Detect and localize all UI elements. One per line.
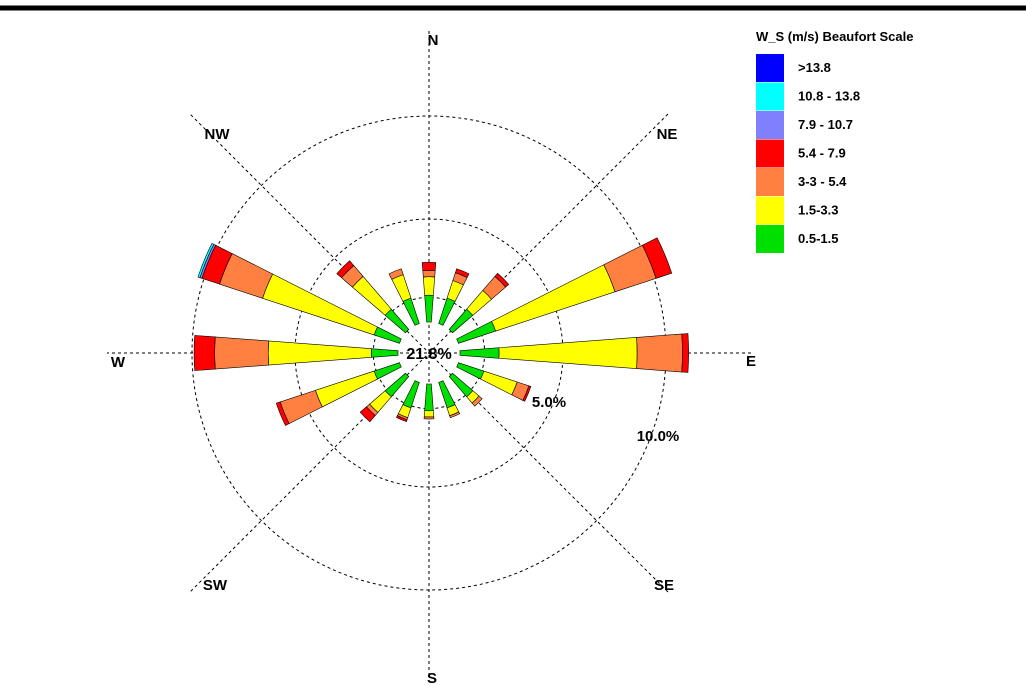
- petal-wnw-6: [197, 242, 215, 279]
- petal-sse-3: [449, 411, 461, 419]
- petal-nnw-2: [391, 274, 412, 302]
- petal-e-3: [636, 333, 683, 373]
- legend-title: W_S (m/s) Beaufort Scale: [756, 29, 914, 44]
- direction-label-sw: SW: [203, 577, 228, 594]
- legend-label: 10.8 - 13.8: [798, 89, 860, 104]
- petal-w-2: [267, 340, 372, 366]
- petal-nw-4: [336, 260, 355, 279]
- grid-axis: [189, 113, 669, 593]
- petal-se-1: [448, 372, 474, 398]
- petal-ne-4: [494, 272, 510, 288]
- direction-label-n: N: [428, 32, 439, 49]
- petal-nne-1: [438, 297, 456, 326]
- direction-label-w: W: [111, 354, 126, 371]
- petal-sw-4: [359, 406, 376, 423]
- legend-label: >13.8: [798, 60, 831, 75]
- petal-ene-2: [491, 264, 616, 332]
- petal-nw-1: [384, 308, 410, 334]
- petal-wsw-4: [275, 401, 290, 426]
- petal-n-4: [421, 261, 437, 272]
- petal-ese-1: [456, 362, 485, 380]
- petal-ese-4: [522, 385, 532, 402]
- petal-ssw-1: [402, 380, 420, 409]
- petal-sw-1: [384, 372, 410, 398]
- petal-e-2: [498, 337, 638, 369]
- petal-w-4: [193, 335, 216, 371]
- petal-ene-1: [456, 320, 497, 344]
- petal-n-3: [422, 270, 436, 278]
- petal-ssw-4: [396, 415, 408, 422]
- petal-w-3: [214, 336, 269, 370]
- center-label: 21.8%: [406, 346, 451, 363]
- petal-n-2: [422, 276, 436, 296]
- direction-label-se: SE: [654, 577, 674, 594]
- petal-n-1: [424, 294, 434, 323]
- legend-swatch: [756, 225, 784, 253]
- petal-wnw-1: [373, 326, 402, 344]
- petal-se-3: [471, 395, 483, 407]
- direction-label-s: S: [427, 670, 437, 687]
- legend-swatch: [756, 54, 784, 82]
- petal-sse-1: [438, 380, 456, 409]
- legend-swatch: [756, 139, 784, 168]
- legend-label: 1.5-3.3: [798, 203, 838, 218]
- direction-label-e: E: [746, 353, 756, 370]
- petal-s-2: [423, 410, 435, 418]
- legend-swatch: [756, 196, 784, 225]
- petal-s-1: [424, 383, 434, 412]
- petal-e-1: [459, 347, 500, 359]
- labels: N NE E SE S SW W NW 5.0% 10.0% 21.8%: [111, 32, 756, 687]
- petal-s-3: [423, 416, 435, 420]
- petal-ese-2: [480, 370, 518, 396]
- petal-nne-4: [455, 268, 470, 278]
- legend-swatch: [756, 168, 784, 196]
- petal-w-1: [370, 348, 399, 358]
- ring-label: 10.0%: [637, 428, 680, 445]
- direction-label-ne: NE: [657, 126, 678, 143]
- petal-e-4: [681, 333, 689, 373]
- legend-label: 5.4 - 7.9: [798, 146, 846, 161]
- petal-nw-2: [351, 275, 392, 316]
- legend-swatch: [756, 111, 784, 139]
- petal-nnw-3: [388, 268, 404, 280]
- legend-swatch: [756, 82, 784, 111]
- legend-label: 7.9 - 10.7: [798, 117, 853, 132]
- legend: W_S (m/s) Beaufort Scale >13.8 10.8 - 13.8…: [756, 29, 914, 253]
- petal-nnw-1: [402, 297, 420, 326]
- petals: [193, 237, 689, 426]
- direction-label-nw: NW: [205, 126, 231, 143]
- petal-ne-1: [448, 308, 474, 334]
- ring-label: 5.0%: [532, 394, 566, 411]
- petal-wsw-1: [373, 362, 402, 380]
- petal-ene-4: [641, 237, 673, 279]
- petal-wsw-2: [315, 370, 378, 408]
- legend-label: 0.5-1.5: [798, 231, 838, 246]
- legend-label: 3-3 - 5.4: [798, 174, 847, 189]
